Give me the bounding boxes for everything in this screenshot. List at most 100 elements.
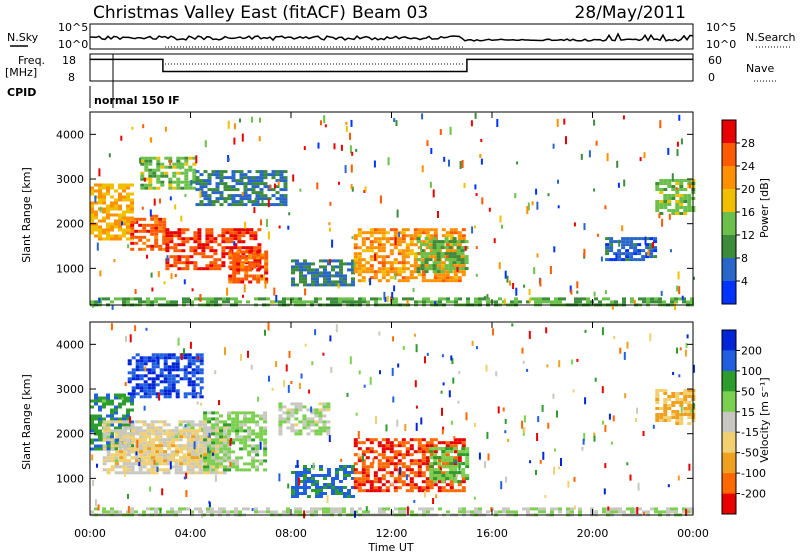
heatmap-cell — [437, 471, 442, 475]
heatmap-cell — [118, 402, 122, 406]
heatmap-cell — [227, 450, 232, 454]
heatmap-cell — [687, 416, 692, 419]
heatmap-cell — [377, 240, 382, 244]
heatmap-cell — [353, 243, 358, 247]
heatmap-cell — [118, 405, 122, 409]
heatmap-cell — [110, 222, 114, 226]
heatmap-cell — [318, 297, 322, 301]
heatmap-cell — [106, 207, 110, 211]
heatmap-cell — [393, 285, 396, 292]
heatmap-cell — [283, 200, 288, 204]
heatmap-cell — [130, 471, 135, 475]
heatmap-cell — [122, 396, 126, 400]
heatmap-cell — [278, 408, 283, 412]
heatmap-cell — [159, 459, 164, 463]
heatmap-cell — [437, 462, 442, 466]
heatmap-cell — [122, 423, 126, 427]
heatmap-cell — [106, 423, 111, 427]
heatmap-cell — [314, 414, 319, 418]
heatmap-cell — [200, 454, 203, 458]
heatmap-cell — [583, 248, 586, 257]
heatmap-cell — [243, 176, 248, 180]
heatmap-cell — [377, 462, 382, 466]
heatmap-cell — [316, 182, 319, 190]
heatmap-cell — [247, 462, 252, 466]
heatmap-cell — [146, 468, 151, 472]
heatmap-cell — [247, 444, 252, 448]
heatmap-cell — [190, 510, 194, 514]
heatmap-cell — [163, 374, 168, 378]
heatmap-cell — [250, 364, 253, 370]
heatmap-cell — [187, 450, 192, 454]
heatmap-cell — [418, 300, 422, 304]
y-tick-label: 2000 — [56, 218, 84, 231]
heatmap-cell — [434, 301, 437, 305]
heatmap-cell — [424, 243, 429, 247]
heatmap-cell — [437, 276, 442, 280]
heatmap-cell — [377, 279, 382, 283]
heatmap-cell — [658, 300, 662, 304]
heatmap-cell — [165, 243, 170, 247]
heatmap-cell — [198, 420, 203, 424]
heatmap-cell — [178, 507, 182, 511]
heatmap-cell — [183, 447, 188, 451]
heatmap-cell — [211, 468, 216, 472]
heatmap-cell — [187, 432, 192, 436]
heatmap-cell — [335, 280, 339, 284]
heatmap-cell — [318, 417, 323, 421]
heatmap-cell — [215, 444, 220, 448]
heatmap-cell — [90, 192, 94, 196]
heatmap-cell — [139, 459, 144, 463]
heatmap-cell — [457, 276, 462, 280]
heatmap-cell — [263, 176, 268, 180]
heatmap-cell — [413, 258, 418, 262]
heatmap-cell — [110, 323, 113, 331]
heatmap-cell — [127, 244, 130, 249]
heatmap-cell — [211, 426, 216, 430]
heatmap-cell — [175, 392, 180, 396]
heatmap-cell — [138, 471, 143, 475]
heatmap-cell — [675, 416, 680, 419]
heatmap-cell — [464, 240, 469, 244]
heatmap-cell — [441, 267, 446, 271]
heatmap-cell — [191, 389, 196, 393]
heatmap-cell — [413, 228, 418, 232]
heatmap-cell — [183, 279, 186, 285]
heatmap-cell — [433, 444, 438, 448]
heatmap-cell — [659, 188, 664, 191]
heatmap-cell — [405, 267, 410, 271]
heatmap-cell — [130, 399, 134, 403]
heatmap-cell — [429, 471, 434, 475]
heatmap-cell — [150, 226, 155, 230]
heatmap-cell — [433, 480, 438, 484]
heatmap-cell — [353, 477, 358, 481]
heatmap-cell — [413, 255, 418, 259]
heatmap-cell — [310, 300, 314, 304]
heatmap-cell — [496, 119, 499, 127]
heatmap-cell — [247, 182, 252, 186]
heatmap-cell — [416, 270, 421, 274]
heatmap-cell — [675, 419, 680, 422]
heatmap-cell — [183, 374, 188, 378]
heatmap-cell — [122, 189, 126, 193]
heatmap-cell — [177, 267, 182, 271]
heatmap-cell — [219, 176, 224, 180]
heatmap-cell — [127, 432, 132, 436]
heatmap-cell — [247, 468, 252, 472]
heatmap-cell — [172, 180, 177, 184]
heatmap-cell — [256, 262, 261, 266]
heatmap-cell — [271, 176, 276, 180]
heatmap-cell — [663, 407, 668, 410]
heatmap-cell — [166, 462, 171, 466]
heatmap-cell — [203, 191, 208, 195]
heatmap-cell — [190, 468, 195, 472]
heatmap-cell — [130, 207, 134, 211]
heatmap-cell — [118, 207, 122, 211]
heatmap-cell — [331, 483, 335, 486]
heatmap-cell — [151, 377, 156, 381]
heatmap-cell — [158, 453, 163, 457]
heatmap-cell — [182, 420, 187, 424]
heatmap-cell — [441, 234, 446, 238]
heatmap-cell — [259, 426, 264, 430]
heatmap-cell — [158, 456, 163, 460]
